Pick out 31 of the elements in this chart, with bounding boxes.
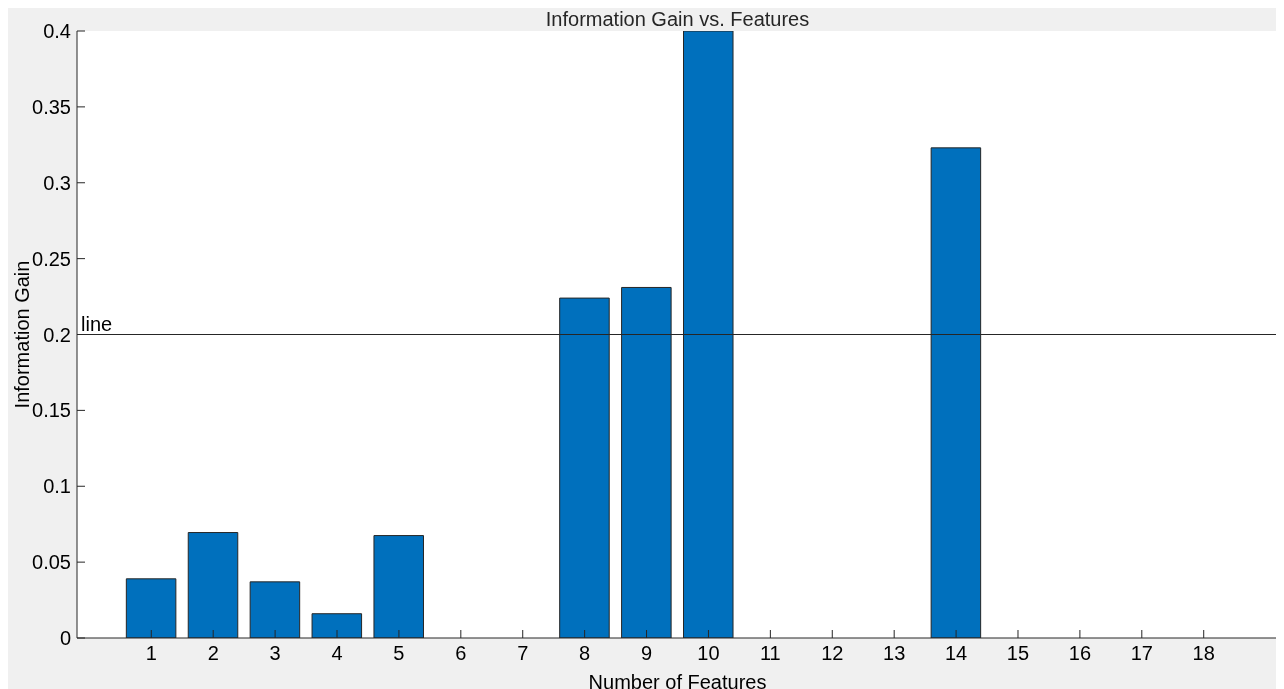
x-tick-label: 11	[759, 642, 781, 665]
y-tick-label: 0	[59, 627, 71, 650]
x-tick-label: 15	[1006, 642, 1030, 665]
y-tick-label: 0.4	[43, 20, 71, 43]
y-tick-label: 0.35	[32, 95, 71, 118]
ref-line-label: line	[81, 312, 113, 335]
x-tick-label: 9	[640, 642, 653, 665]
y-axis-title: Information Gain	[11, 260, 34, 409]
x-tick-label: 18	[1192, 642, 1215, 665]
y-tick-label: 0.15	[32, 399, 71, 422]
x-tick-label: 14	[944, 642, 968, 665]
x-tick-label: 5	[393, 642, 405, 665]
x-tick-label: 13	[883, 642, 906, 665]
y-tick-label: 0.3	[43, 171, 71, 194]
x-tick-label: 2	[207, 642, 219, 665]
x-tick-label: 10	[697, 642, 720, 665]
x-tick-label: 4	[331, 642, 343, 665]
x-tick-label: 1	[145, 642, 157, 665]
y-tick-label: 0.1	[43, 475, 71, 498]
y-tick-label: 0.2	[43, 323, 71, 346]
x-tick-label: 3	[269, 642, 281, 665]
x-tick-label: 12	[821, 642, 844, 665]
x-axis-title: Number of Features	[588, 671, 767, 689]
x-tick-label: 16	[1068, 642, 1092, 665]
x-tick-label: 17	[1130, 642, 1153, 665]
x-tick-label: 7	[517, 642, 529, 665]
x-tick-label: 8	[579, 642, 591, 665]
y-tick-label: 0.05	[32, 551, 71, 574]
y-tick-label: 0.25	[32, 247, 71, 270]
chart-title: Information Gain vs. Features	[544, 8, 811, 31]
x-tick-label: 6	[455, 642, 467, 665]
